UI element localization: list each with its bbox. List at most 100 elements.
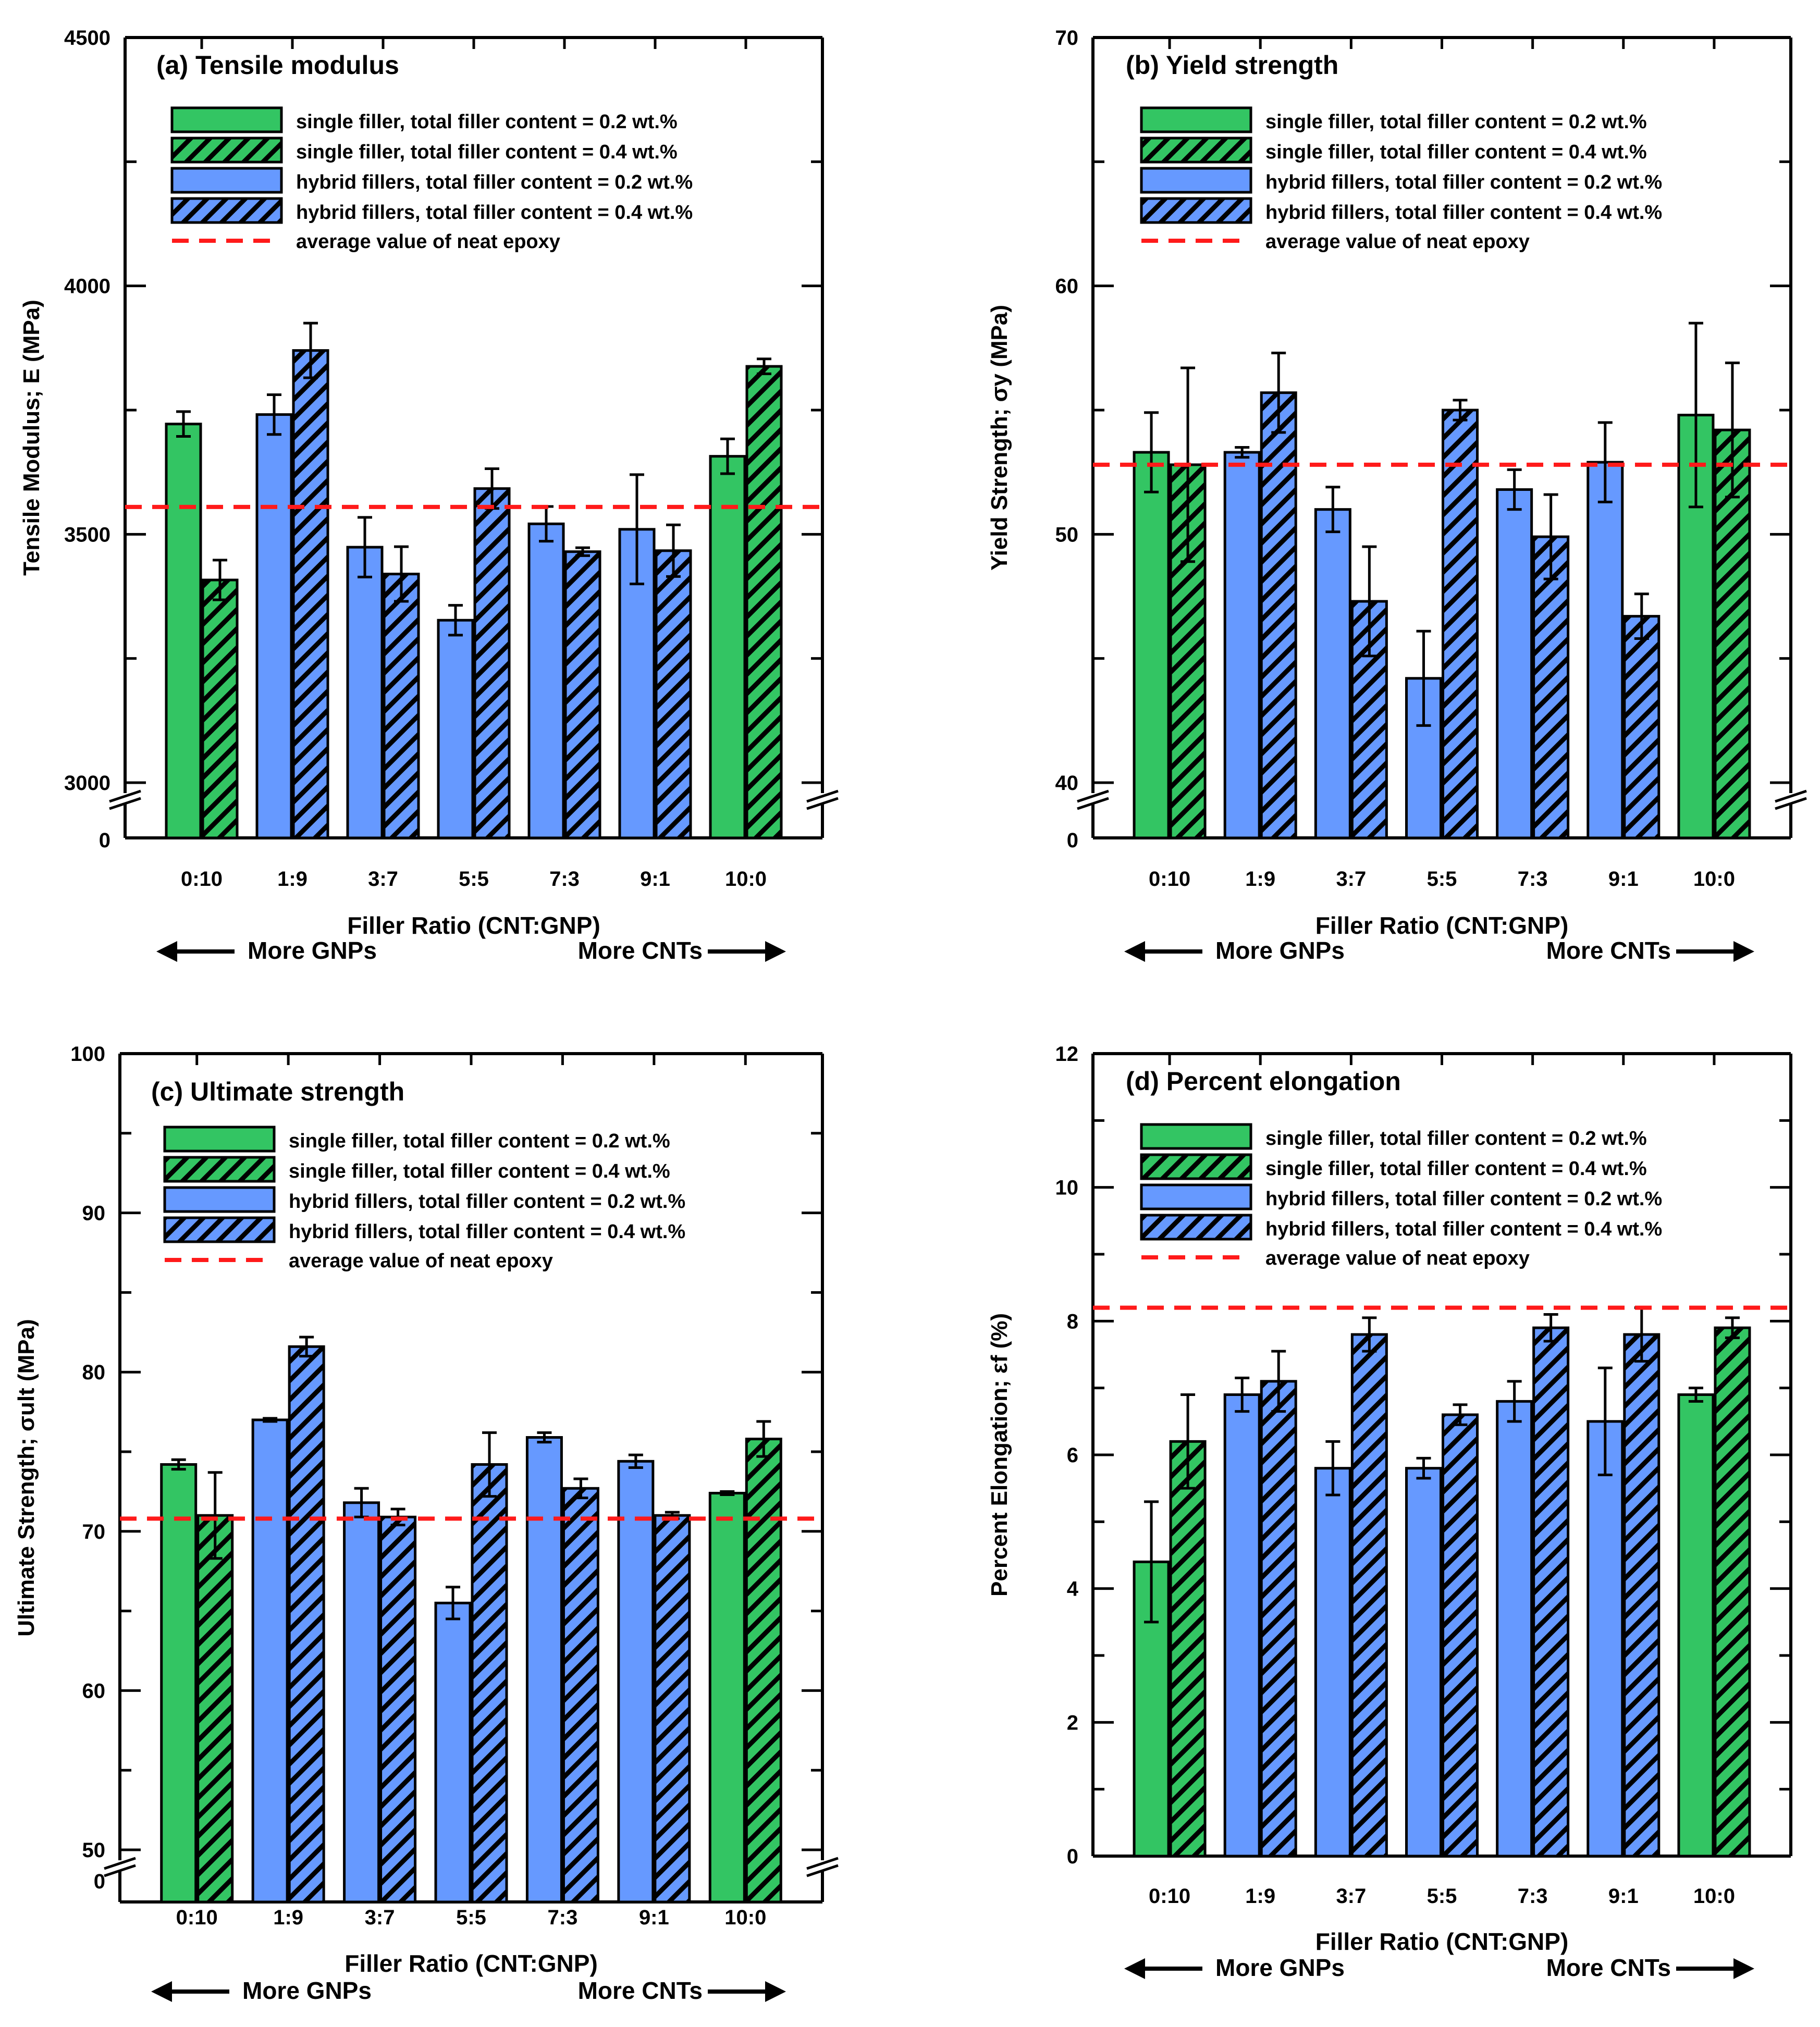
bar-1:9-s1	[1223, 1393, 1261, 1858]
y-tick-label: 6	[1067, 1444, 1078, 1467]
bar-3:7-s1	[343, 1501, 380, 1904]
axis-break-mark	[109, 797, 141, 810]
axis-break-gap	[104, 1860, 136, 1871]
y-tick-label: 50	[82, 1839, 106, 1862]
legend-swatch	[1140, 137, 1252, 164]
axis-break-mark	[104, 1864, 136, 1877]
x-axis-label: Filler Ratio (CNT:GNP)	[345, 1950, 598, 1977]
arrow-right-head	[1733, 941, 1754, 962]
x-tick-label: 0:10	[181, 868, 223, 891]
x-tick-label: 10:0	[724, 1906, 766, 1929]
bar-1:9-s1	[251, 1418, 289, 1904]
y-tick-label: 90	[82, 1202, 106, 1225]
x-tick-label: 3:7	[368, 868, 398, 891]
legend-label: average value of neat epoxy	[296, 231, 560, 253]
axis-break-mark	[1077, 797, 1109, 810]
chart-title: (d) Percent elongation	[1126, 1067, 1401, 1096]
bar-10:0-s1	[1677, 1393, 1715, 1858]
bar-9:1-s2	[1623, 615, 1661, 839]
legend-swatch	[1140, 167, 1252, 194]
x-tick-label: 7:3	[1518, 868, 1548, 891]
bar-0:10-s1	[165, 423, 202, 839]
axis-break-mark	[806, 797, 839, 810]
x-tick-label: 9:1	[1608, 868, 1639, 891]
legend-swatch	[1140, 1214, 1252, 1241]
legend-label: hybrid fillers, total filler content = 0…	[1265, 202, 1662, 224]
y-tick-label: 4000	[64, 275, 110, 298]
axis-break-gap	[1077, 793, 1109, 804]
legend-label: hybrid fillers, total filler content = 0…	[289, 1191, 685, 1213]
x-tick-label: 5:5	[1427, 1885, 1457, 1908]
axis-break-gap	[109, 793, 141, 804]
legend-label: hybrid fillers, total filler content = 0…	[296, 171, 693, 193]
bar-1:9-s2	[1260, 1380, 1297, 1858]
legend-swatch	[1140, 197, 1252, 224]
bar-7:3-s1	[527, 522, 565, 839]
chart-title: (b) Yield strength	[1126, 51, 1338, 80]
x-tick-label: 10:0	[1693, 1885, 1735, 1908]
bar-1:9-s1	[1223, 451, 1261, 839]
arrow-left-head	[1124, 941, 1145, 962]
arrow-left-head	[156, 941, 177, 962]
legend-swatch	[163, 1216, 276, 1243]
bar-9:1-s2	[1623, 1333, 1661, 1858]
bar-3:7-s1	[1314, 1467, 1351, 1858]
bar-10:0-s2	[745, 1438, 782, 1904]
bar-9:1-s2	[655, 549, 692, 839]
bar-5:5-s1	[1405, 1467, 1442, 1858]
bar-10:0-s1	[708, 1491, 746, 1904]
bar-9:1-s1	[1587, 461, 1624, 839]
bar-5:5-s1	[437, 619, 474, 839]
x-tick-label: 9:1	[1608, 1885, 1639, 1908]
y-zero-label: 0	[94, 1870, 105, 1893]
y-tick-label: 60	[1055, 275, 1079, 298]
axis-break-mark	[1775, 789, 1807, 803]
arrow-left-head	[151, 1981, 172, 2002]
arrow-right-head	[1733, 1958, 1754, 1979]
chart-title: (c) Ultimate strength	[151, 1077, 404, 1106]
x-tick-label: 1:9	[1245, 1885, 1275, 1908]
legend-label: hybrid fillers, total filler content = 0…	[289, 1221, 685, 1243]
bar-5:5-s2	[473, 487, 511, 839]
x-tick-label: 9:1	[640, 868, 670, 891]
legend-label: hybrid fillers, total filler content = 0…	[296, 202, 693, 224]
x-tick-label: 0:10	[1149, 1885, 1190, 1908]
y-axis-label: Percent Elongation; εf (%)	[987, 1313, 1012, 1597]
direction-right-label: More CNTs	[578, 1977, 703, 2004]
y-zero-label: 0	[1067, 829, 1078, 852]
bar-10:0-s1	[709, 455, 746, 839]
legend-label: single filler, total filler content = 0.…	[1265, 1158, 1647, 1180]
legend-swatch	[1140, 1153, 1252, 1180]
y-tick-label: 10	[1055, 1177, 1079, 1200]
bar-3:7-s2	[383, 573, 420, 839]
legend-swatch	[163, 1126, 276, 1153]
legend-label: single filler, total filler content = 0.…	[1265, 111, 1647, 133]
x-tick-label: 5:5	[1427, 868, 1457, 891]
direction-left-label: More GNPs	[1215, 937, 1345, 964]
bar-0:10-s2	[196, 1514, 234, 1904]
axis-break-mark	[806, 789, 839, 803]
y-tick-label: 4	[1067, 1578, 1079, 1601]
legend-label: single filler, total filler content = 0.…	[296, 141, 678, 163]
chart-panel-4: 0 2 4 6 8 10 12 Percent Elongation; εf (%) 0:10 1…	[987, 1043, 1792, 1981]
bar-3:7-s1	[346, 546, 384, 839]
bar-5:5-s2	[1442, 1413, 1479, 1858]
bar-10:0-s2	[1714, 1326, 1751, 1858]
bar-1:9-s2	[1260, 391, 1297, 839]
direction-right-label: More CNTs	[1546, 1954, 1671, 1981]
axis-break-mark	[109, 789, 141, 803]
legend-label: average value of neat epoxy	[1265, 231, 1530, 253]
legend-label: hybrid fillers, total filler content = 0…	[1265, 1218, 1662, 1240]
legend-label: single filler, total filler content = 0.…	[289, 1130, 670, 1152]
legend-label: single filler, total filler content = 0.…	[289, 1160, 670, 1182]
axis-break-mark	[104, 1857, 136, 1870]
arrow-left-head	[1124, 1958, 1145, 1979]
x-axis-label: Filler Ratio (CNT:GNP)	[347, 912, 600, 939]
bar-7:3-s1	[1496, 1400, 1533, 1858]
legend-swatch	[170, 197, 283, 224]
x-tick-label: 1:9	[277, 868, 308, 891]
x-tick-label: 1:9	[273, 1906, 303, 1929]
axis-break-mark	[806, 1857, 839, 1870]
bar-0:10-s2	[201, 578, 239, 839]
